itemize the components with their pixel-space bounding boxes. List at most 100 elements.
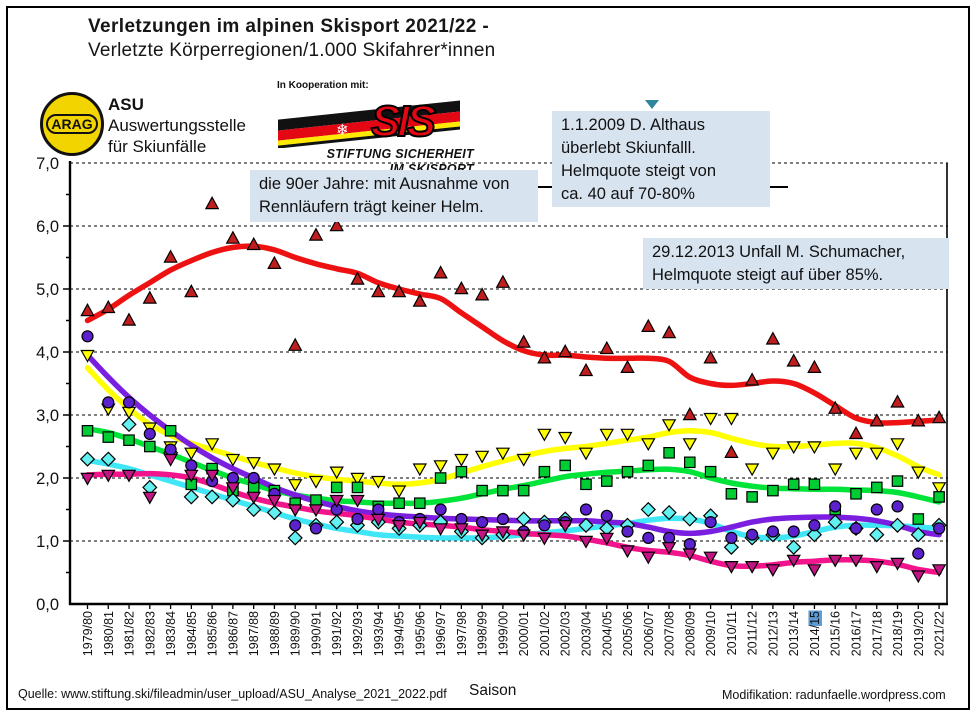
marker (869, 413, 885, 427)
marker (641, 318, 656, 332)
x-tick-label: 2011/12 (746, 611, 760, 655)
marker (538, 465, 551, 478)
marker (786, 539, 802, 555)
annotation-schumacher: 29.12.2013 Unfall M. Schumacher, Helmquo… (643, 238, 949, 289)
marker (766, 525, 780, 538)
x-tick-label-text: 2006/07 (642, 611, 656, 656)
x-tick-label: 1985/86 (206, 611, 220, 656)
x-tick-label-text: 1995/96 (413, 611, 427, 656)
x-tick-label: 2007/08 (663, 611, 677, 656)
marker (807, 564, 822, 578)
x-tick-label: 1995/96 (413, 611, 427, 656)
marker (433, 265, 448, 279)
marker (516, 334, 531, 348)
x-tick-label-text: 1991/92 (330, 611, 344, 656)
marker (185, 459, 198, 472)
marker (786, 353, 801, 367)
marker (80, 349, 95, 363)
marker (912, 513, 925, 525)
y-tick-label: 7,0 (36, 155, 59, 173)
marker (621, 525, 634, 538)
x-tick-label-text: 2002/03 (559, 611, 573, 656)
x-tick-label: 1990/91 (309, 611, 323, 656)
marker (476, 515, 489, 529)
x-tick-label: 2002/03 (559, 611, 573, 656)
annotation-althaus: 1.1.2009 D. Althaus überlebt Skiunfalll.… (552, 111, 770, 207)
marker (829, 500, 842, 513)
marker (765, 447, 781, 461)
marker (414, 497, 426, 509)
x-tick-label-text: 1998/99 (476, 611, 490, 656)
x-tick-label: 2014/15 (808, 610, 822, 656)
x-tick-label-text: 1992/93 (351, 611, 365, 656)
marker (516, 511, 532, 527)
x-tick-label: 2000/01 (517, 611, 531, 656)
marker (827, 463, 843, 477)
marker (911, 570, 926, 584)
marker (599, 428, 615, 442)
marker (931, 482, 947, 496)
marker (786, 441, 801, 455)
marker (682, 548, 698, 562)
marker (164, 443, 177, 456)
asu-line1: Auswertungsstelle (108, 116, 246, 135)
marker (225, 482, 241, 496)
x-tick-label: 1988/89 (268, 611, 282, 656)
marker (599, 532, 615, 546)
x-tick-label: 2010/11 (725, 611, 739, 655)
marker (808, 478, 821, 491)
marker (891, 500, 904, 513)
althaus-leader-right (766, 186, 788, 188)
marker (641, 438, 656, 452)
x-tick-label: 2015/16 (829, 611, 843, 656)
x-tick-label-text: 2007/08 (663, 611, 677, 656)
x-tick-label-text: 2012/13 (766, 611, 780, 656)
marker (807, 441, 822, 455)
marker (204, 469, 220, 483)
marker (850, 488, 862, 500)
x-tick-label-text: 1990/91 (309, 611, 323, 656)
marker (454, 523, 469, 537)
x-tick-label: 2016/17 (849, 611, 863, 656)
x-tick-label-text: 1984/85 (185, 611, 199, 656)
x-tick-label: 1998/99 (476, 611, 490, 656)
marker (620, 545, 635, 559)
marker (476, 484, 488, 497)
marker (163, 249, 178, 263)
marker (164, 425, 177, 437)
marker (600, 509, 613, 522)
x-tick-label: 1982/83 (143, 611, 157, 656)
marker (454, 280, 469, 295)
marker (142, 290, 158, 304)
marker (910, 527, 926, 543)
marker (663, 447, 675, 459)
marker (827, 514, 843, 530)
marker (932, 522, 946, 535)
marker (391, 284, 407, 298)
marker (537, 532, 552, 546)
marker (433, 460, 448, 474)
marker (329, 217, 344, 232)
marker (266, 504, 283, 521)
marker (723, 539, 740, 555)
y-tick-label: 6,0 (36, 218, 59, 236)
althaus-pointer-icon (645, 100, 659, 109)
marker (890, 557, 905, 571)
marker (246, 236, 261, 251)
arag-logo: ARAG (40, 92, 104, 156)
marker (559, 459, 571, 472)
marker (579, 503, 593, 516)
marker (557, 431, 573, 445)
marker (848, 425, 864, 440)
marker (393, 497, 405, 509)
marker (495, 447, 511, 461)
x-tick-label-text: 1988/89 (268, 611, 282, 656)
marker (641, 551, 656, 565)
marker (911, 413, 926, 427)
marker (889, 517, 906, 533)
marker (724, 444, 739, 458)
x-tick-label-text: 2005/06 (621, 611, 635, 656)
x-tick-label: 1981/82 (123, 611, 137, 656)
marker (557, 520, 573, 533)
marker (704, 515, 717, 529)
